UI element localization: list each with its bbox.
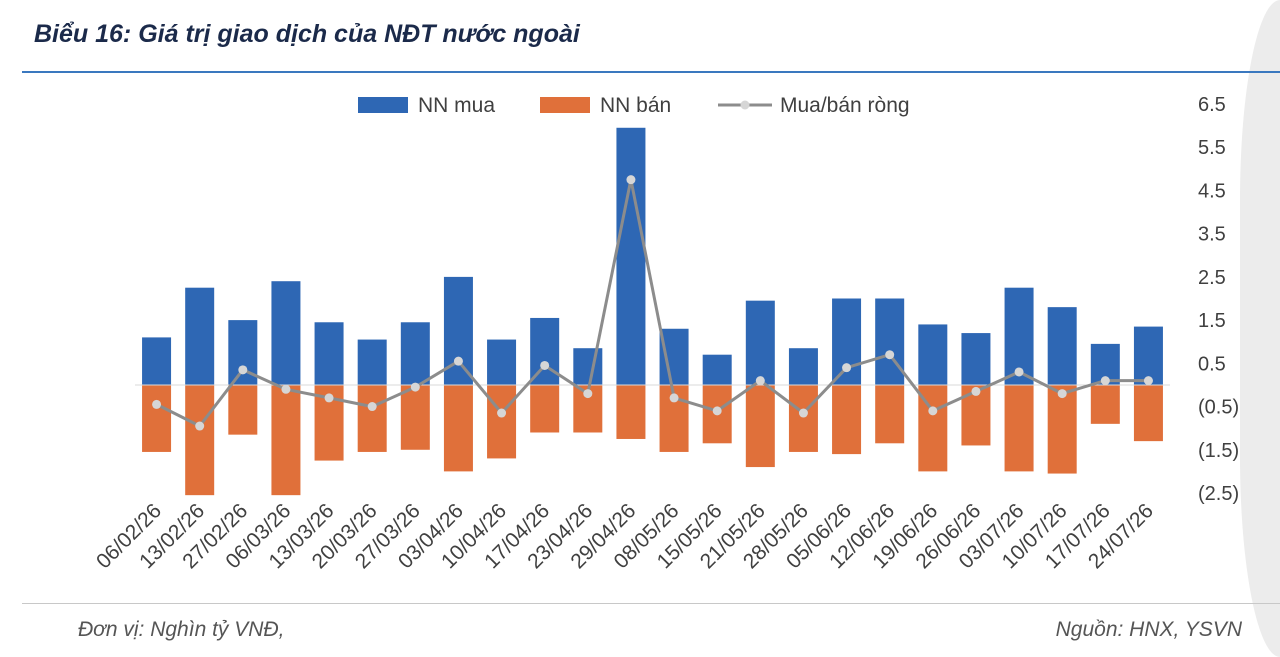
y-tick-label: 0.5 <box>1198 353 1226 375</box>
net-line <box>155 178 1149 428</box>
net-point-10 <box>540 360 550 370</box>
legend-label-net: Mua/bán ròng <box>780 94 910 117</box>
x-axis: 06/02/2613/02/2627/02/2606/03/2613/03/26… <box>92 499 1158 573</box>
bar-buy-6 <box>357 339 387 385</box>
bar-buy-12 <box>616 127 646 385</box>
bar-buy-20 <box>961 333 991 385</box>
bar-sell-3 <box>228 384 258 435</box>
bar-buy-14 <box>702 354 732 385</box>
y-tick-label: 3.5 <box>1198 224 1226 246</box>
bar-sell-4 <box>271 384 301 496</box>
bar-buy-2 <box>185 287 215 385</box>
unit-note: Đơn vị: Nghìn tỷ VNĐ, <box>78 618 285 641</box>
legend-swatch-sell <box>540 97 590 113</box>
bar-buy-1 <box>142 337 172 385</box>
bar-sell-10 <box>530 384 560 433</box>
bar-buy-4 <box>271 281 301 385</box>
net-point-7 <box>410 382 420 392</box>
bar-sell-9 <box>487 384 517 459</box>
net-point-14 <box>712 406 722 416</box>
bar-sell-12 <box>616 384 646 439</box>
legend: NN mua NN bán Mua/bán ròng <box>358 94 910 117</box>
net-point-9 <box>497 408 507 418</box>
chart: NN mua NN bán Mua/bán ròng 6.5 5.5 4.5 3.5 2… <box>92 94 1239 573</box>
y-tick-label: 2.5 <box>1198 267 1226 289</box>
bar-buy-11 <box>573 348 603 385</box>
bar-sell-16 <box>788 384 818 452</box>
net-point-17 <box>842 363 852 373</box>
footer-divider <box>22 603 1280 604</box>
bar-buy-24 <box>1133 326 1163 385</box>
bar-buy-10 <box>530 317 560 385</box>
bar-sell-24 <box>1133 384 1163 442</box>
bar-sell-23 <box>1090 384 1120 424</box>
bar-sell-7 <box>400 384 430 450</box>
net-point-8 <box>453 356 463 366</box>
net-point-5 <box>324 393 334 403</box>
bar-sell-17 <box>832 384 862 455</box>
y-tick-label: 6.5 <box>1198 94 1226 116</box>
net-point-16 <box>798 408 808 418</box>
title-divider <box>22 71 1280 73</box>
legend-label-sell: NN bán <box>600 94 671 117</box>
net-point-6 <box>367 402 377 412</box>
page-title: Biểu 16: Giá trị giao dịch của NĐT nước … <box>34 20 580 48</box>
net-point-23 <box>1100 376 1110 386</box>
bar-sell-2 <box>185 384 215 496</box>
y-tick-label: 4.5 <box>1198 180 1226 202</box>
net-point-11 <box>583 389 593 399</box>
bar-sell-15 <box>745 384 775 468</box>
net-point-12 <box>626 175 636 185</box>
page-edge-shade <box>1240 0 1280 657</box>
y-tick-label: (0.5) <box>1198 397 1239 419</box>
legend-swatch-buy <box>358 97 408 113</box>
net-point-22 <box>1057 389 1067 399</box>
net-point-4 <box>281 384 291 394</box>
legend-label-buy: NN mua <box>418 94 495 117</box>
bar-buy-22 <box>1047 307 1077 385</box>
net-point-24 <box>1143 376 1153 386</box>
net-point-1 <box>152 399 162 409</box>
bar-buy-7 <box>400 322 430 385</box>
bar-sell-1 <box>142 384 172 452</box>
y-tick-label: (2.5) <box>1198 483 1239 505</box>
net-point-3 <box>238 365 248 375</box>
bar-sell-8 <box>443 384 473 472</box>
net-line-layer <box>152 175 1153 431</box>
bar-buy-13 <box>659 328 689 385</box>
net-point-20 <box>971 386 981 396</box>
y-tick-label: 5.5 <box>1198 137 1226 159</box>
bar-layer <box>142 127 1163 496</box>
bar-sell-21 <box>1004 384 1034 472</box>
bar-sell-18 <box>875 384 905 444</box>
net-point-2 <box>195 421 205 431</box>
net-point-21 <box>1014 367 1024 377</box>
bar-buy-16 <box>788 348 818 385</box>
legend-swatch-net-marker <box>740 100 750 110</box>
source-note: Nguồn: HNX, YSVN <box>1055 618 1242 641</box>
y-axis: 6.5 5.5 4.5 3.5 2.5 1.5 0.5 (0.5) (1.5) (2.5) <box>1198 94 1239 505</box>
net-point-13 <box>669 393 679 403</box>
y-tick-label: 1.5 <box>1198 310 1226 332</box>
net-point-19 <box>928 406 938 416</box>
bar-buy-9 <box>487 339 517 385</box>
bar-sell-22 <box>1047 384 1077 474</box>
bar-buy-15 <box>745 300 775 385</box>
bar-sell-6 <box>357 384 387 452</box>
y-tick-label: (1.5) <box>1198 440 1239 462</box>
bar-buy-5 <box>314 322 344 385</box>
net-point-15 <box>755 376 765 386</box>
bar-buy-18 <box>875 298 905 385</box>
bar-buy-19 <box>918 324 948 385</box>
net-point-18 <box>885 350 895 360</box>
